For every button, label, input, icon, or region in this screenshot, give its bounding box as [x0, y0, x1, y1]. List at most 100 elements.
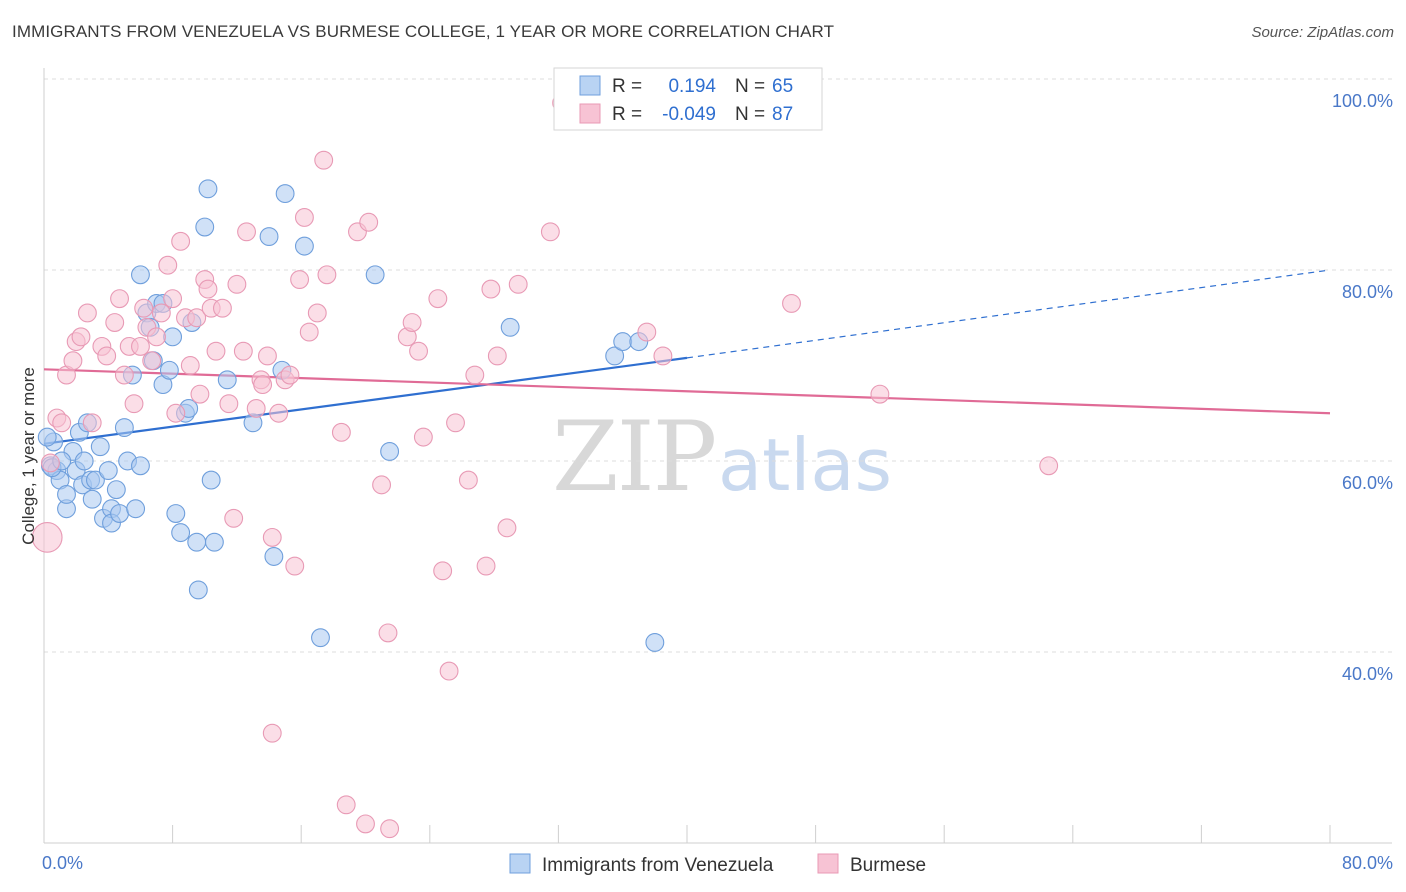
point-s1-41 — [246, 399, 266, 418]
point-s1-0 — [31, 522, 63, 553]
legend-n-label-2: N = — [735, 104, 765, 125]
point-s1-59 — [372, 475, 392, 495]
point-s1-22 — [151, 303, 171, 323]
point-s1-39 — [233, 341, 253, 361]
point-s0-43 — [198, 179, 218, 199]
point-s1-81 — [870, 384, 890, 404]
point-s0-19 — [106, 480, 126, 500]
legend-swatch-burmese — [579, 103, 601, 124]
point-s0-25 — [131, 456, 150, 476]
point-s0-21 — [114, 418, 134, 438]
x-tick-label-1: 80.0% — [1342, 853, 1393, 873]
point-s0-26 — [131, 265, 150, 285]
point-s1-40 — [237, 222, 256, 242]
y-tick-label-2: 60.0% — [1342, 473, 1393, 493]
point-s1-18 — [134, 298, 154, 318]
point-s1-35 — [212, 298, 232, 318]
point-s1-80 — [782, 293, 801, 313]
bottom-legend-label-venezuela: Immigrants from Venezuela — [542, 855, 774, 876]
point-s1-44 — [258, 346, 277, 366]
point-s0-56 — [500, 317, 520, 337]
point-s1-46 — [269, 403, 289, 423]
point-s1-75 — [508, 274, 528, 294]
point-s1-16 — [124, 394, 144, 414]
chart-title: IMMIGRANTS FROM VENEZUELA VS BURMESE COL… — [12, 22, 835, 41]
point-s1-26 — [171, 231, 191, 251]
point-s1-12 — [105, 313, 125, 332]
point-s1-68 — [446, 413, 465, 433]
y-tick-labels: 100.0% 80.0% 60.0% 40.0% — [1332, 91, 1393, 684]
legend-r-value-1: 0.194 — [668, 76, 716, 97]
point-s0-45 — [201, 470, 221, 490]
point-s0-41 — [188, 580, 208, 600]
point-s0-60 — [645, 633, 665, 652]
point-s1-8 — [77, 303, 97, 323]
point-s1-72 — [481, 279, 501, 299]
point-s1-30 — [190, 384, 210, 404]
point-s1-29 — [187, 308, 207, 328]
point-s1-67 — [439, 661, 459, 681]
point-s0-58 — [613, 332, 633, 352]
point-s1-64 — [413, 427, 433, 447]
legend-r-value-2: -0.049 — [662, 104, 716, 125]
point-s0-36 — [171, 523, 191, 543]
point-s1-21 — [147, 327, 166, 347]
legend-n-value-1: 65 — [772, 76, 793, 97]
point-s1-66 — [433, 561, 453, 581]
point-s1-69 — [458, 470, 478, 490]
point-s1-1 — [40, 453, 60, 473]
point-s1-54 — [314, 150, 334, 170]
point-s0-48 — [259, 227, 279, 247]
x-tick-labels: 0.0% 80.0% — [42, 853, 1393, 873]
legend-r-label-1: R = — [612, 76, 642, 97]
point-s0-24 — [126, 499, 146, 519]
legend-r-label-2: R = — [612, 104, 642, 125]
point-s1-36 — [219, 394, 239, 414]
point-s1-9 — [82, 413, 102, 433]
point-s1-79 — [653, 346, 673, 366]
stats-legend: R = 0.194 N = 65 R = -0.049 N = 87 — [553, 67, 823, 131]
point-s0-33 — [159, 360, 179, 380]
point-s1-82 — [1039, 456, 1059, 476]
point-s1-3 — [52, 413, 72, 433]
point-s1-86 — [380, 819, 400, 839]
point-s0-44 — [204, 532, 224, 552]
series-legend: Immigrants from Venezuela Burmese — [509, 853, 926, 876]
point-s1-43 — [253, 375, 273, 395]
point-s1-76 — [540, 222, 560, 242]
point-s1-34 — [206, 341, 226, 361]
y-axis-label: College, 1 year or more — [19, 367, 38, 545]
bottom-legend-swatch-venezuela — [509, 853, 531, 874]
point-s0-40 — [187, 532, 207, 552]
point-s1-74 — [497, 518, 517, 538]
point-s1-62 — [402, 313, 422, 332]
trend-line-0 — [43, 356, 688, 445]
point-s1-25 — [166, 403, 186, 423]
point-s1-73 — [487, 346, 507, 366]
point-s1-56 — [331, 422, 351, 442]
trend-line-dashed-0 — [686, 269, 1331, 359]
legend-n-value-2: 87 — [772, 104, 793, 125]
point-s0-51 — [275, 184, 295, 204]
point-s0-52 — [294, 236, 314, 256]
point-s1-48 — [280, 365, 300, 385]
point-s0-46 — [217, 370, 237, 390]
point-s0-12 — [82, 489, 102, 509]
point-s0-54 — [365, 265, 385, 285]
watermark-atlas: atlas — [718, 423, 892, 507]
axes — [43, 68, 1392, 844]
point-s1-49 — [285, 556, 305, 576]
x-tick-label-0: 0.0% — [42, 853, 83, 873]
gridlines — [44, 78, 1392, 653]
point-s0-35 — [166, 504, 186, 523]
chart-source: Source: ZipAtlas.com — [1251, 24, 1394, 41]
point-s1-23 — [158, 255, 178, 275]
point-s1-28 — [180, 356, 200, 375]
point-s0-61 — [37, 427, 57, 447]
legend-swatch-venezuela — [579, 75, 601, 96]
point-s1-45 — [262, 527, 282, 547]
watermark-zip: ZIP — [552, 401, 715, 513]
point-s1-83 — [262, 723, 282, 743]
point-s0-57 — [605, 346, 625, 366]
